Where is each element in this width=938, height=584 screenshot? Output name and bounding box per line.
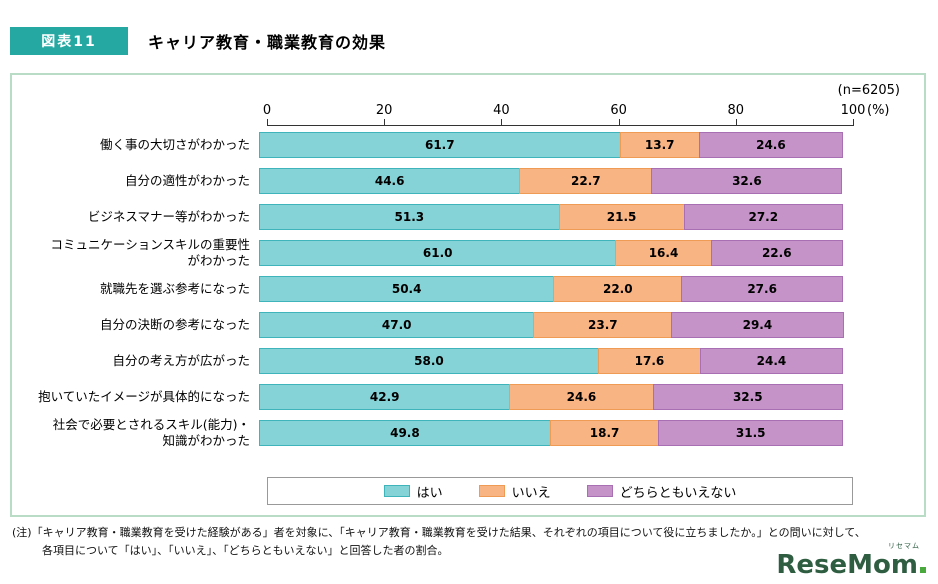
axis-tick-label: 40: [493, 103, 510, 118]
resemom-logo-dot: [920, 567, 926, 573]
bar-segment-neither: 31.5: [658, 420, 843, 446]
bar-segment-yes: 58.0: [259, 348, 599, 374]
axis-line: [267, 125, 854, 126]
bar-segment-neither: 22.6: [710, 240, 843, 266]
bar-row: コミュニケーションスキルの重要性 がわかった 61.0 16.4 22.6: [12, 235, 924, 271]
legend-item-neither: どちらともいえない: [586, 482, 737, 501]
stacked-bar: 49.8 18.7 31.5: [259, 420, 845, 446]
stacked-bar: 50.4 22.0 27.6: [259, 276, 845, 302]
category-label: ビジネスマナー等がわかった: [87, 209, 250, 225]
bar-segment-neither: 24.4: [700, 348, 843, 374]
resemom-logo-ruby: リセマム: [888, 542, 920, 550]
axis-tick-mark: [618, 119, 620, 125]
bar-segment-neither: 27.6: [681, 276, 843, 302]
bar-segment-no: 21.5: [558, 204, 685, 230]
footnote: (注)「キャリア教育・職業教育を受けた経験がある」者を対象に、「キャリア教育・職…: [12, 524, 926, 559]
category-label: 自分の考え方が広がった: [112, 353, 250, 369]
legend: はい いいえ どちらともいえない: [267, 477, 853, 505]
figure-badge: 図表11: [10, 27, 128, 55]
bar-segment-no: 13.7: [619, 132, 700, 158]
axis-tick-label: 100: [840, 103, 866, 118]
stacked-bar: 51.3 21.5 27.2: [259, 204, 845, 230]
sample-size-label: (n=6205): [837, 83, 900, 98]
bar-segment-yes: 42.9: [259, 384, 511, 410]
footnote-line-1: (注)「キャリア教育・職業教育を受けた経験がある」者を対象に、「キャリア教育・職…: [12, 526, 866, 539]
bar-segment-neither: 29.4: [671, 312, 844, 338]
x-axis: 0 20 40 60 80 100 (%): [263, 101, 890, 125]
axis-tick-mark: [384, 119, 386, 125]
category-label: コミュニケーションスキルの重要性 がわかった: [50, 237, 250, 268]
legend-label: いいえ: [511, 485, 551, 501]
axis-tick-label: 80: [727, 103, 745, 118]
bar-segment-yes: 51.3: [259, 204, 560, 230]
legend-swatch: [586, 485, 613, 497]
axis-tick-mark: [501, 119, 503, 125]
bar-segment-neither: 24.6: [698, 132, 843, 158]
stacked-bar: 44.6 22.7 32.6: [259, 168, 845, 194]
bar-segment-yes: 49.8: [259, 420, 551, 446]
bar-segment-yes: 47.0: [259, 312, 535, 338]
category-label: 就職先を選ぶ参考になった: [99, 281, 250, 297]
legend-item-yes: はい: [383, 482, 443, 501]
stacked-bar: 42.9 24.6 32.5: [259, 384, 845, 410]
bar-segment-no: 24.6: [509, 384, 654, 410]
bar-segment-neither: 27.2: [683, 204, 843, 230]
bar-segment-no: 22.0: [553, 276, 683, 302]
category-label: 働く事の大切さがわかった: [99, 137, 250, 153]
bar-segment-neither: 32.5: [652, 384, 843, 410]
resemom-logo-text: ReseMom: [776, 550, 918, 580]
bar-row: 就職先を選ぶ参考になった 50.4 22.0 27.6: [12, 271, 924, 307]
bar-row: 自分の決断の参考になった 47.0 23.7 29.4: [12, 307, 924, 343]
category-label: 抱いていたイメージが具体的になった: [38, 389, 250, 405]
bar-segment-yes: 61.7: [259, 132, 621, 158]
legend-label: はい: [416, 485, 443, 501]
stacked-bar: 47.0 23.7 29.4: [259, 312, 845, 338]
axis-tick-mark: [853, 119, 854, 125]
bar-row: 自分の考え方が広がった 58.0 17.6 24.4: [12, 343, 924, 379]
footnote-line-2: 各項目について「はい」、「いいえ」、「どちらともいえない」と回答した者の割合。: [42, 543, 449, 557]
stacked-bar: 58.0 17.6 24.4: [259, 348, 845, 374]
axis-tick-label: 0: [262, 103, 272, 118]
axis-tick-mark: [735, 119, 737, 125]
stacked-bar: 61.7 13.7 24.6: [259, 132, 845, 158]
bar-row: 働く事の大切さがわかった 61.7 13.7 24.6: [12, 127, 924, 163]
category-label: 自分の決断の参考になった: [99, 317, 250, 333]
bar-segment-yes: 61.0: [259, 240, 617, 266]
bar-row: 社会で必要とされるスキル(能力)・ 知識がわかった 49.8 18.7 31.5: [12, 415, 924, 451]
stacked-bar: 61.0 16.4 22.6: [259, 240, 845, 266]
axis-tick-label: 20: [375, 103, 393, 118]
legend-swatch: [478, 485, 505, 497]
axis-tick-label: 60: [610, 103, 627, 118]
legend-item-no: いいえ: [478, 482, 551, 501]
bar-segment-no: 23.7: [533, 312, 673, 338]
bar-segment-no: 16.4: [615, 240, 712, 266]
bar-rows: 働く事の大切さがわかった 61.7 13.7 24.6 自分の適性がわかった 44.6 22…: [12, 127, 924, 451]
legend-swatch: [383, 485, 410, 497]
chart-container: (n=6205) 0 20 40 60 80 100 (%) 働く事の大切さがわかった 61.…: [10, 73, 926, 517]
bar-segment-yes: 50.4: [259, 276, 555, 302]
bar-row: 自分の適性がわかった 44.6 22.7 32.6: [12, 163, 924, 199]
category-label: 社会で必要とされるスキル(能力)・ 知識がわかった: [52, 417, 250, 448]
axis-unit-label: (%): [867, 103, 890, 118]
legend-label: どちらともいえない: [619, 485, 737, 501]
category-label: 自分の適性がわかった: [124, 173, 250, 189]
bar-row: 抱いていたイメージが具体的になった 42.9 24.6 32.5: [12, 379, 924, 415]
axis-tick-mark: [267, 119, 268, 125]
bar-segment-neither: 32.6: [651, 168, 843, 194]
figure-header: 図表11 キャリア教育・職業教育の効果: [10, 27, 386, 55]
bar-segment-no: 17.6: [597, 348, 701, 374]
page-title: キャリア教育・職業教育の効果: [148, 33, 387, 52]
bar-segment-no: 22.7: [519, 168, 653, 194]
bar-segment-no: 18.7: [549, 420, 660, 446]
resemom-logo: リセマム ReseMom: [776, 540, 926, 580]
bar-row: ビジネスマナー等がわかった 51.3 21.5 27.2: [12, 199, 924, 235]
bar-segment-yes: 44.6: [259, 168, 521, 194]
